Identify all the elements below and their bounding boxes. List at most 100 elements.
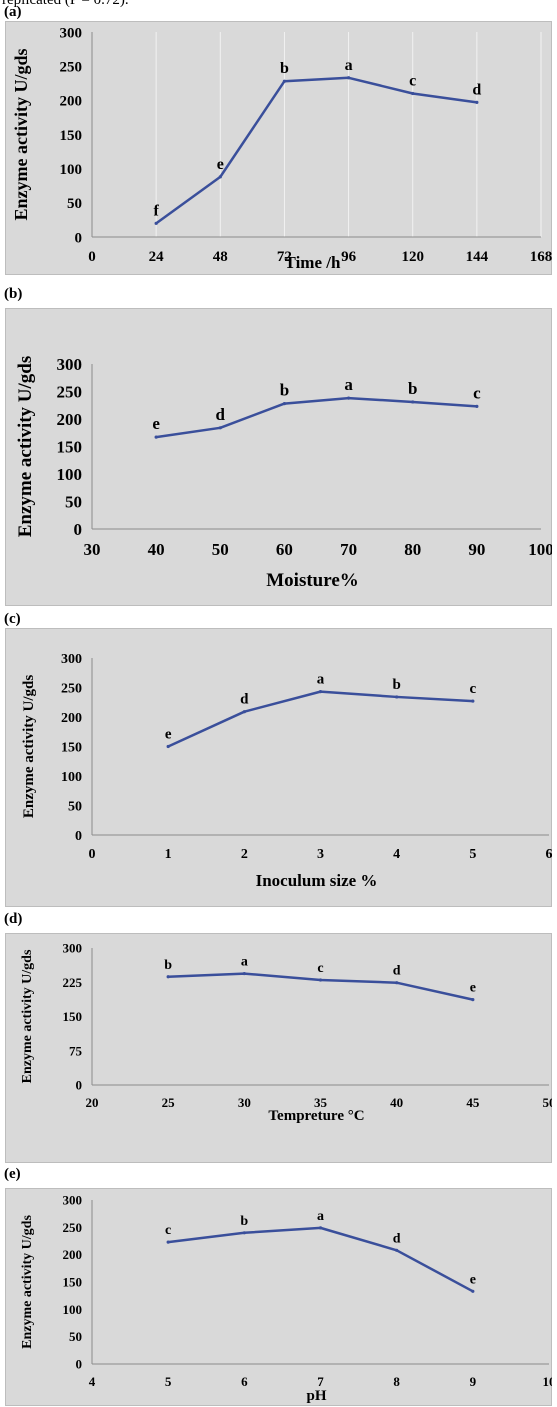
y-tick-label: 0	[75, 829, 82, 844]
panel-label-a: (a)	[4, 4, 22, 20]
x-tick-label: 6	[546, 847, 553, 862]
y-axis-title: Enzyme activity U/gds	[15, 356, 36, 538]
point-significance-label: b	[280, 60, 289, 77]
data-point	[411, 400, 415, 404]
x-tick-label: 72	[277, 249, 292, 265]
x-tick-label: 25	[162, 1095, 176, 1110]
y-axis-title: Enzyme activity U/gds	[20, 949, 35, 1083]
chart-a-time: 0 50 100 150 200 250 300 0 24 48 72 96 120 144 168 Time…	[5, 21, 552, 275]
x-tick-label: 1	[165, 847, 172, 862]
y-tick-label: 50	[69, 1329, 82, 1344]
x-axis-title: Tempreture °C	[268, 1108, 364, 1124]
y-tick-label: 0	[74, 520, 83, 539]
x-tick-label: 50	[212, 540, 229, 559]
y-tick-label: 150	[63, 1009, 83, 1024]
x-tick-label: 24	[149, 249, 165, 265]
data-point	[242, 971, 246, 976]
x-tick-label: 6	[241, 1374, 248, 1389]
x-tick-label: 4	[89, 1374, 96, 1389]
point-significance-label: c	[317, 961, 323, 976]
x-tick-label: 7	[317, 1374, 324, 1389]
chart-b-moisture: 0 50 100 150 200 250 300 30 40 50 60 70 80 90 100 Moist…	[5, 308, 552, 606]
y-axis-title: Enzyme activity U/gds	[11, 49, 31, 221]
y-tick-label: 200	[63, 1247, 83, 1262]
chart-c-inoculum: 0 50 100 150 200 250 300 0 1 2 3 4 5 6 Inoculum size %…	[5, 628, 552, 907]
point-significance-label: b	[240, 1214, 248, 1229]
data-point	[411, 91, 415, 96]
data-point	[218, 175, 222, 179]
y-tick-label: 50	[65, 492, 82, 511]
y-tick-label: 150	[63, 1275, 83, 1290]
y-tick-label: 150	[57, 437, 83, 456]
y-tick-label: 250	[57, 382, 83, 401]
data-point	[166, 975, 170, 979]
data-point	[166, 1240, 170, 1244]
point-significance-label: e	[217, 156, 224, 173]
point-significance-label: e	[470, 981, 476, 996]
y-tick-label: 225	[63, 975, 83, 990]
point-significance-label: b	[164, 958, 172, 973]
chart-background	[5, 628, 552, 907]
data-point	[218, 426, 222, 430]
y-tick-label: 250	[61, 681, 82, 696]
point-significance-label: c	[469, 681, 476, 697]
point-significance-label: e	[152, 414, 160, 433]
data-point	[475, 404, 479, 408]
y-tick-label: 150	[61, 740, 82, 755]
chart-background	[5, 933, 552, 1163]
point-significance-label: a	[344, 375, 353, 394]
x-tick-label: 20	[86, 1095, 99, 1110]
y-tick-label: 100	[57, 465, 83, 484]
x-tick-label: 30	[84, 540, 101, 559]
y-tick-label: 150	[60, 128, 83, 144]
y-tick-label: 300	[60, 25, 83, 41]
x-tick-label: 45	[466, 1095, 480, 1110]
data-point	[395, 695, 399, 699]
chart-background	[5, 1188, 552, 1406]
x-tick-label: 9	[470, 1374, 477, 1389]
x-tick-label: 0	[88, 249, 96, 265]
x-tick-label: 80	[404, 540, 421, 559]
x-tick-label: 5	[165, 1374, 172, 1389]
data-point	[318, 690, 323, 694]
point-significance-label: d	[393, 1231, 401, 1246]
x-tick-label: 5	[469, 847, 476, 862]
data-point	[282, 79, 287, 83]
point-significance-label: d	[216, 405, 226, 424]
series-line	[155, 76, 478, 225]
point-significance-label: e	[470, 1272, 476, 1287]
panel-label-e: (e)	[4, 1166, 21, 1182]
caption-fragment: replicated (P = 0.72).	[2, 0, 129, 8]
data-point	[471, 998, 475, 1002]
x-axis-title: Inoculum size %	[256, 871, 378, 890]
data-point	[154, 221, 158, 225]
x-tick-label: 50	[543, 1095, 553, 1110]
point-significance-label: f	[153, 202, 159, 219]
y-tick-label: 75	[69, 1043, 83, 1058]
data-point	[346, 396, 351, 400]
x-tick-label: 40	[148, 540, 165, 559]
x-axis-title: Time /h	[285, 253, 341, 272]
x-tick-label: 3	[317, 847, 324, 862]
chart-e-ph: 0 50 100 150 200 250 300 4 5 6 7 8 9 10 pH Enzyme activ…	[5, 1188, 552, 1406]
x-tick-label: 35	[314, 1095, 328, 1110]
data-point	[318, 1226, 323, 1230]
data-point	[475, 100, 479, 104]
point-significance-label: a	[317, 1209, 324, 1224]
y-axis-title: Enzyme activity U/gds	[21, 675, 37, 818]
data-point	[318, 978, 323, 982]
y-tick-label: 300	[57, 355, 83, 374]
point-significance-label: b	[280, 381, 289, 400]
data-point	[346, 76, 351, 80]
chart-background	[5, 308, 552, 606]
y-tick-label: 100	[63, 1302, 83, 1317]
y-tick-label: 250	[60, 59, 83, 75]
x-tick-label: 8	[393, 1374, 400, 1389]
point-significance-label: d	[393, 964, 401, 979]
x-tick-label: 10	[543, 1374, 553, 1389]
y-tick-label: 100	[60, 162, 83, 178]
point-significance-label: b	[408, 379, 417, 398]
y-tick-label: 200	[57, 410, 83, 429]
x-tick-label: 2	[241, 847, 248, 862]
point-significance-label: c	[473, 383, 481, 402]
